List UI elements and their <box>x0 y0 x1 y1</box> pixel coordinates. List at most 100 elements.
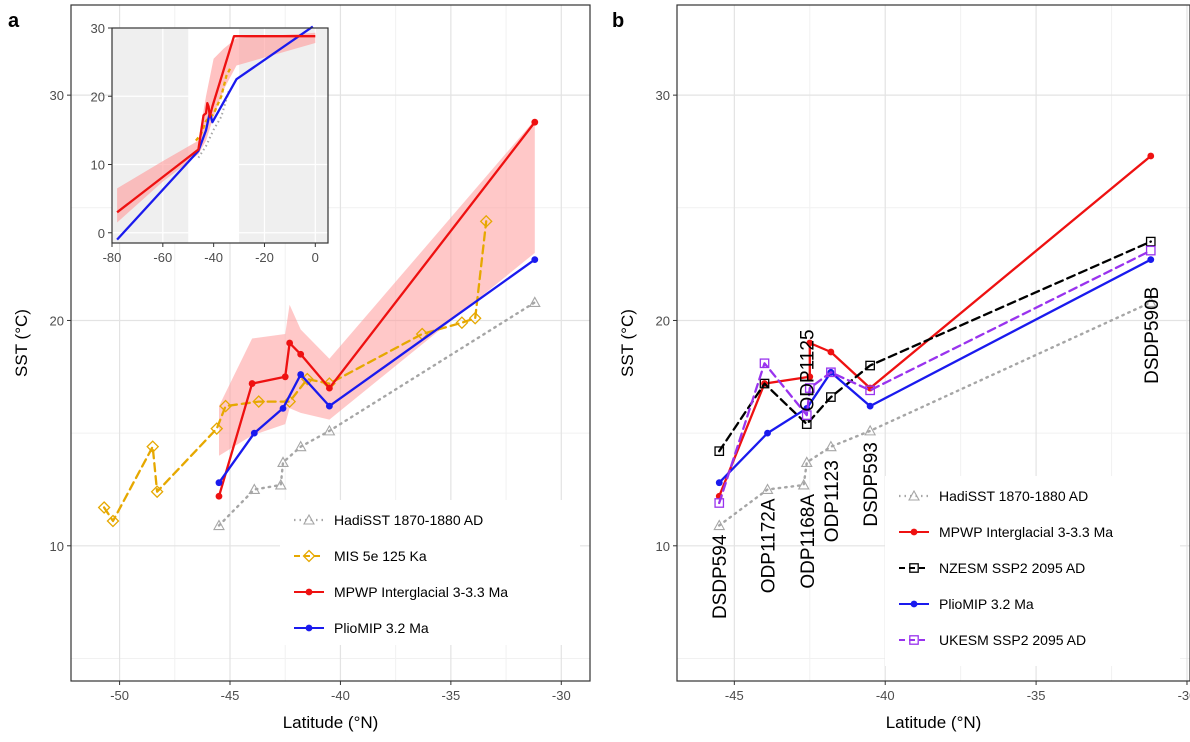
legend-key-marker <box>303 513 315 525</box>
legend-label: HadiSST 1870-1880 AD <box>939 488 1088 504</box>
data-point <box>715 479 723 487</box>
x-tick-label: -45 <box>725 688 744 703</box>
data-point <box>759 358 770 369</box>
data-point <box>1147 152 1155 160</box>
legend-label: MPWP Interglacial 3-3.3 Ma <box>334 584 508 600</box>
legend-key-marker <box>305 588 313 596</box>
data-point <box>248 380 256 387</box>
data-point <box>827 348 835 356</box>
data-point <box>297 371 305 378</box>
x-tick-label: -30 <box>552 688 571 703</box>
y-tick-label: 30 <box>656 88 670 103</box>
panel-a-label: a <box>8 10 20 32</box>
data-point <box>283 395 297 409</box>
x-tick-label: -40 <box>331 688 350 703</box>
data-point <box>479 214 493 228</box>
series-line <box>217 258 536 484</box>
data-point <box>806 339 814 347</box>
plot-frame <box>676 4 1190 682</box>
data-point <box>713 519 726 531</box>
legend: HadiSST 1870-1880 AD MPWP Interglacial 3-… <box>885 476 1180 666</box>
data-point <box>714 498 725 508</box>
y-axis-title: SST (°C) <box>12 309 31 377</box>
panel-b-chart: DSDP594 ODP1172A ODP1168A ODP1123 DSDP593 ODP… <box>618 4 1190 732</box>
data-point <box>801 410 812 420</box>
series-ukesm-ssp2-2095-ad <box>714 245 1156 508</box>
data-point <box>866 402 874 410</box>
plot-frame <box>70 4 591 682</box>
data-point <box>759 378 770 389</box>
data-point <box>531 256 539 264</box>
x-tick-label: -35 <box>441 688 460 703</box>
panel-a-chart: -50 -45 -40 -35 -30 10 20 30 Latitude (°N) SST (°… <box>12 4 591 732</box>
x-axis-title: Latitude (°N) <box>886 713 982 732</box>
legend-box <box>885 476 1180 666</box>
data-point <box>297 350 305 358</box>
series-line <box>718 258 1152 484</box>
legend-label: NZESM SSP2 2095 AD <box>939 560 1085 576</box>
x-tick-label: -35 <box>1027 688 1046 703</box>
series-hadisst-1870-1880-ad <box>713 296 1157 531</box>
site-label: ODP1125 <box>798 329 819 411</box>
data-point <box>325 402 333 410</box>
legend-key-marker <box>909 635 919 645</box>
data-point <box>804 383 815 393</box>
data-point <box>468 311 482 325</box>
data-point <box>864 424 877 436</box>
inset-x-tick-label: -20 <box>255 250 274 265</box>
inset-x-tick-label: -60 <box>153 250 172 265</box>
data-point <box>865 385 875 396</box>
data-point <box>219 399 233 413</box>
legend-label: MIS 5e 125 Ka <box>334 548 427 564</box>
data-point <box>215 479 223 487</box>
data-point <box>531 118 539 126</box>
inset-shaded-region <box>239 28 328 243</box>
site-label: DSDP593 <box>861 442 882 527</box>
site-label: DSDP594 <box>710 534 731 619</box>
data-point <box>274 478 287 490</box>
data-point <box>210 422 224 436</box>
series-pliomip-3-2-ma <box>215 256 539 487</box>
data-point <box>286 339 294 347</box>
data-point <box>1144 296 1157 307</box>
data-point <box>714 446 725 457</box>
data-point <box>826 367 836 378</box>
data-point <box>106 514 120 528</box>
series-hadisst-1870-1880-ad <box>213 296 541 531</box>
data-point <box>281 373 289 381</box>
legend-key-marker <box>908 489 920 501</box>
panel-b-label: b <box>612 10 624 32</box>
data-point <box>248 483 261 495</box>
data-point <box>150 485 164 499</box>
series-line <box>102 220 488 523</box>
legend-label: MPWP Interglacial 3-3.3 Ma <box>939 524 1113 540</box>
site-label: DSDP590B <box>1142 287 1163 384</box>
y-tick-label: 20 <box>656 313 670 328</box>
legend-label: HadiSST 1870-1880 AD <box>334 512 483 528</box>
series-line <box>718 249 1152 505</box>
x-axis-title: Latitude (°N) <box>283 713 379 732</box>
legend-key-marker <box>910 600 918 608</box>
legend-box <box>280 500 580 645</box>
data-point <box>865 360 875 371</box>
data-point <box>279 404 287 412</box>
data-point <box>250 429 258 437</box>
data-point <box>323 424 336 436</box>
data-point <box>806 373 814 381</box>
data-point <box>1147 256 1155 264</box>
legend-key-marker <box>305 624 313 632</box>
legend-label: PlioMIP 3.2 Ma <box>939 596 1034 612</box>
inset-series-hadisst-1870-1880-ad <box>197 90 230 159</box>
site-label: ODP1168A <box>798 494 819 589</box>
y-tick-label: 10 <box>50 539 64 554</box>
inset-y-tick-label: 0 <box>98 226 105 241</box>
x-tick-label: -45 <box>221 688 240 703</box>
data-point <box>97 501 111 514</box>
x-tick-label: -40 <box>876 688 895 703</box>
legend-key-marker <box>302 549 316 563</box>
data-point <box>252 395 266 409</box>
series-line <box>718 240 1152 453</box>
legend-label: UKESM SSP2 2095 AD <box>939 632 1086 648</box>
data-point <box>277 456 289 467</box>
